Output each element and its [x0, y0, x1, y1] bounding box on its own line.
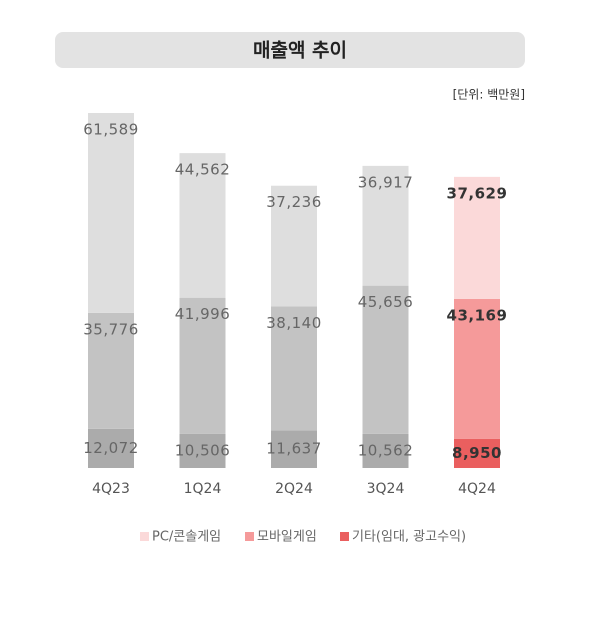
bar-segment	[454, 438, 500, 468]
value-label: 36,917	[358, 173, 414, 191]
value-label: 44,562	[175, 161, 231, 179]
legend-swatch	[140, 532, 149, 541]
x-tick-label: 1Q24	[184, 481, 222, 497]
value-label: 41,996	[175, 305, 231, 323]
value-label: 45,656	[358, 293, 414, 311]
value-label: 10,562	[358, 441, 414, 459]
bar-segment	[271, 185, 317, 307]
legend-label: 기타(임대, 광고수익)	[352, 530, 466, 545]
bar-segment	[179, 433, 226, 468]
bar-segment	[271, 306, 317, 431]
bar-segment	[179, 153, 226, 298]
bar-segment	[271, 430, 317, 468]
title-box	[55, 32, 525, 68]
bar-segment	[454, 176, 500, 299]
x-tick-label: 4Q24	[458, 481, 496, 497]
unit-label: [단위: 백만원]	[453, 88, 525, 102]
legend-label: 모바일게임	[257, 530, 317, 545]
value-label: 38,140	[266, 314, 322, 332]
legend-swatch	[245, 532, 254, 541]
bar-segment	[88, 312, 134, 429]
bar-segment	[362, 433, 409, 468]
value-label: 43,169	[447, 306, 508, 324]
chart-title: 매출액 추이	[253, 40, 347, 62]
x-tick-label: 2Q24	[275, 481, 313, 497]
bar-segment	[88, 428, 134, 468]
x-tick-label: 4Q23	[92, 481, 130, 497]
bar-segment	[454, 298, 500, 439]
value-label: 11,637	[266, 440, 322, 458]
value-label: 12,072	[83, 439, 139, 457]
bar-segment	[179, 297, 226, 434]
bar-segment	[88, 113, 134, 313]
value-label: 10,506	[175, 441, 231, 459]
bar-segment	[362, 285, 409, 434]
legend-swatch	[340, 532, 349, 541]
value-label: 35,776	[83, 320, 139, 338]
value-label: 37,236	[266, 193, 322, 211]
value-label: 61,589	[83, 121, 139, 139]
value-label: 37,629	[447, 184, 508, 202]
bar-segment	[362, 165, 409, 286]
legend-label: PC/콘솔게임	[152, 530, 221, 545]
value-label: 8,950	[452, 444, 502, 462]
x-tick-label: 3Q24	[367, 481, 405, 497]
